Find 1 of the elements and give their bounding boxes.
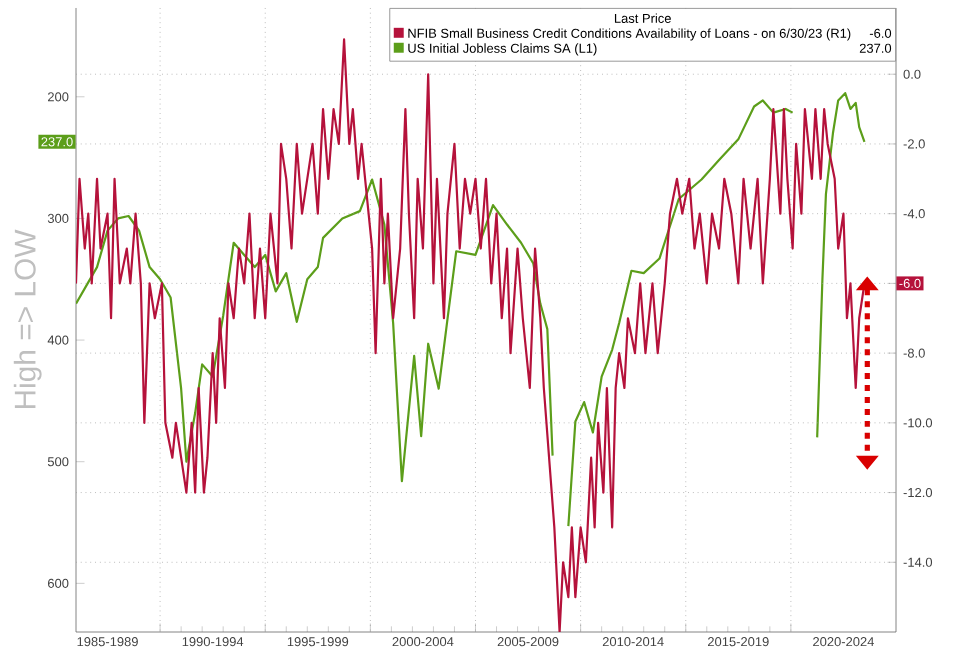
y-axis-title: High => LOW: [13, 229, 42, 409]
